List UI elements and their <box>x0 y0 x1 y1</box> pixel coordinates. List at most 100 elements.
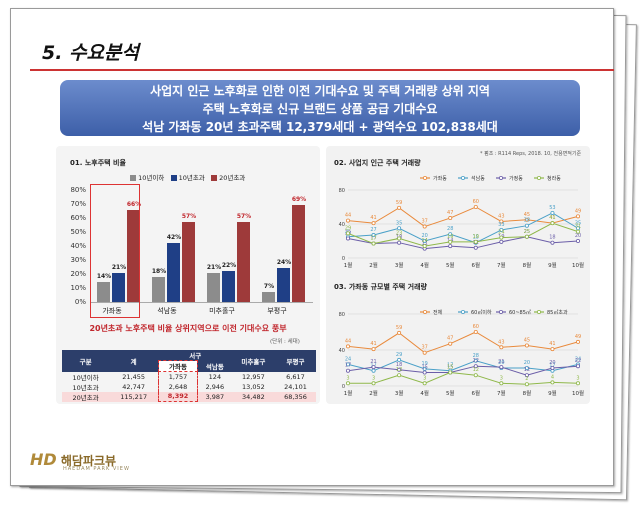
bar-미추홀구-20년초과 <box>237 222 250 302</box>
data-point <box>473 364 478 369</box>
highlight-box-gajwa <box>90 184 140 318</box>
data-point <box>524 234 529 239</box>
table-cell: 124 <box>208 372 222 381</box>
legend-label: 가정동 <box>509 175 523 182</box>
data-point <box>499 345 504 350</box>
legend-label: 60㎡이하 <box>471 309 492 316</box>
aging-table: 구분 계 서구 미추홀구 부평구 가좌동 석남동 10년이하 21,455 1,… <box>62 350 316 402</box>
table-header: 미추홀구 <box>231 350 275 372</box>
x-tick-label: 9월 <box>548 261 557 269</box>
data-label: 59 <box>396 200 402 206</box>
data-label: 17 <box>345 363 351 369</box>
x-tick-label: 3월 <box>395 261 404 269</box>
bar-value-label: 57% <box>181 213 197 221</box>
y-tick-label: 80 <box>339 188 345 194</box>
data-label: 21 <box>498 359 504 365</box>
legend-label: 60~85㎡ <box>509 309 531 316</box>
data-point <box>550 221 555 226</box>
series-line-가좌동 <box>347 206 579 228</box>
data-point <box>499 227 504 232</box>
source-note: * 펌조 : R114 Reps, 2018. 10, 전용면적기준 <box>480 151 582 157</box>
table-cell: 6,617 <box>286 372 305 381</box>
legend-label: 가좌동 <box>433 175 447 182</box>
bar-부평구-10년이하 <box>262 292 275 302</box>
data-label: 33 <box>498 222 504 228</box>
data-label: 24 <box>345 356 351 362</box>
bar-value-label: 21% <box>206 263 222 271</box>
data-point <box>575 239 580 244</box>
series-line-85㎡초과 <box>348 371 579 385</box>
data-point <box>422 239 427 244</box>
table-row: 10년이하 21,455 1,757 124 12,957 6,617 <box>62 371 316 382</box>
x-tick-label: 9월 <box>548 389 557 397</box>
bar-value-label: 7% <box>263 283 275 291</box>
table-cell: 13,052 <box>242 382 265 391</box>
bar-가좌동-10년이하 <box>97 282 110 302</box>
bar-plot-area: 14% 21% 66% 18% 42% 57% 21% 22% 57% 7% 24% 69% <box>90 190 313 303</box>
data-label: 11 <box>421 241 427 247</box>
table-cell: 2,946 <box>205 382 225 391</box>
y-tick-label: 70% <box>70 200 86 208</box>
series-line-전체 <box>347 331 579 354</box>
data-point <box>422 350 427 355</box>
data-label: 44 <box>345 213 351 219</box>
data-label: 17 <box>549 363 555 369</box>
page-title: 5. 수요분석 <box>42 42 139 64</box>
data-label: 20 <box>421 233 427 239</box>
bar-value-label: 22% <box>221 262 237 270</box>
data-point <box>499 235 504 240</box>
data-point <box>473 239 478 244</box>
table-group-header: 서구 <box>158 350 232 361</box>
data-label: 37 <box>421 219 427 225</box>
data-label: 53 <box>549 205 555 211</box>
table-header: 석남동 <box>197 360 232 372</box>
x-tick-label: 1월 <box>344 261 353 269</box>
legend-label: 10년초과 <box>178 174 205 182</box>
bar-value-label: 42% <box>166 234 182 242</box>
data-label: 17 <box>370 236 376 242</box>
x-tick-label: 1월 <box>344 389 353 397</box>
data-point <box>524 343 529 348</box>
bar-석남동-10년초과 <box>167 243 180 302</box>
y-tick-label: 30% <box>70 256 86 264</box>
data-point <box>371 381 376 386</box>
table-cell: 8,392 <box>158 391 198 402</box>
data-point <box>345 344 350 349</box>
bar-category-label: 석남동 <box>157 307 177 315</box>
bar-미추홀구-10년이하 <box>207 272 220 302</box>
table-cell: 20년초과 <box>62 391 110 402</box>
data-point <box>371 347 376 352</box>
data-point <box>550 347 555 352</box>
bar-category-label: 미추홀구 <box>209 307 235 315</box>
x-tick-label: 4월 <box>420 261 429 269</box>
data-label: 47 <box>447 336 453 342</box>
x-tick-label: 7월 <box>497 389 506 397</box>
data-point <box>397 330 402 335</box>
legend-marker <box>423 309 428 314</box>
bar-부평구-20년초과 <box>292 205 305 302</box>
right-panel <box>326 146 590 404</box>
aging-conclusion: 20년초과 노후주택 비율 상위지역으로 이전 기대수요 풍부 <box>89 324 287 333</box>
data-point <box>550 366 555 371</box>
x-tick-label: 2월 <box>369 261 378 269</box>
data-point <box>422 244 427 249</box>
y-tick-label: 0% <box>74 298 86 306</box>
table-cell: 115,217 <box>109 391 159 402</box>
data-point <box>575 229 580 234</box>
data-label: 28 <box>473 353 479 359</box>
data-label: 25 <box>524 229 530 235</box>
data-point <box>499 239 504 244</box>
bar-value-label: 66% <box>126 200 142 208</box>
data-label: 20 <box>498 360 504 366</box>
data-point <box>499 381 504 386</box>
data-label: 43 <box>498 213 504 219</box>
data-label: 60 <box>473 199 479 205</box>
data-label: 3 <box>423 375 426 381</box>
data-label: 41 <box>549 341 555 347</box>
data-point <box>371 241 376 246</box>
brand-logo: HD 해담파크뷰 <box>30 450 116 469</box>
legend-label: 청라동 <box>547 175 561 182</box>
series-line-가정동 <box>347 236 579 250</box>
data-label: 41 <box>549 215 555 221</box>
data-label: 20 <box>524 360 530 366</box>
